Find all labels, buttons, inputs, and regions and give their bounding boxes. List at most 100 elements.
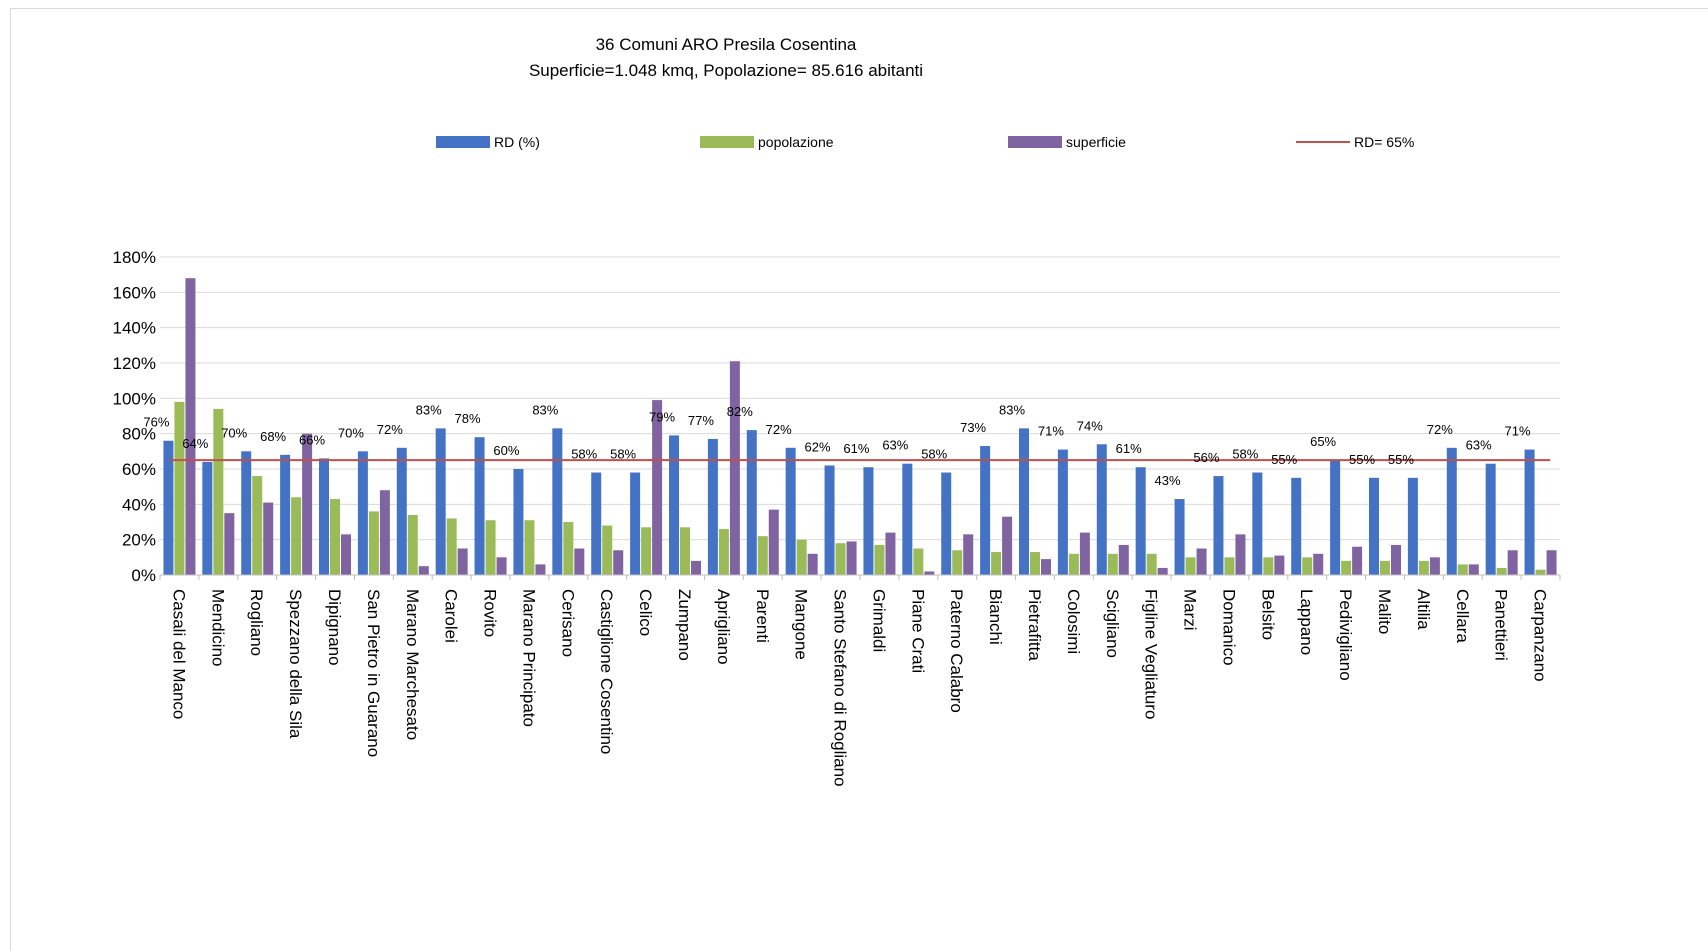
bar-popolazione-1 xyxy=(213,408,224,575)
x-category-label: Paterno Calabro xyxy=(947,589,966,713)
bar-superficie-35 xyxy=(1546,550,1557,575)
rd-data-label: 62% xyxy=(805,439,831,454)
rd-data-label: 78% xyxy=(455,411,481,426)
x-axis: Casali del Manco Mendicino Rogliano Spezzan… xyxy=(159,574,1561,787)
bar-popolazione-17 xyxy=(835,543,846,575)
bar-rd-32 xyxy=(1407,477,1418,575)
rd-data-label: 74% xyxy=(1077,418,1103,433)
x-category-label: Domanico xyxy=(1219,589,1238,666)
x-category-label: Carolei xyxy=(442,589,461,643)
rd-data-label: 76% xyxy=(143,415,169,430)
bar-popolazione-9 xyxy=(524,520,535,575)
bar-rd-30 xyxy=(1330,460,1341,575)
chart-frame xyxy=(10,8,1708,951)
y-tick-label: 0% xyxy=(131,566,156,585)
legend-superficie-swatch xyxy=(1008,136,1062,148)
bar-superficie-2 xyxy=(263,502,274,575)
rd-data-label: 58% xyxy=(1232,447,1258,462)
bar-popolazione-34 xyxy=(1496,567,1507,575)
bar-popolazione-19 xyxy=(913,548,924,575)
legend-rd-label: RD (%) xyxy=(494,134,540,150)
bar-rd-2 xyxy=(241,451,252,575)
bar-popolazione-13 xyxy=(680,527,690,575)
bar-rd-26 xyxy=(1174,499,1185,575)
bar-rd-10 xyxy=(552,428,563,575)
x-category-label: Grimaldi xyxy=(869,589,888,652)
x-category-label: Santo Stefano di Rogliano xyxy=(831,589,850,787)
y-tick-label: 100% xyxy=(113,389,156,408)
x-category-label: Zumpano xyxy=(675,589,694,661)
bar-popolazione-29 xyxy=(1302,557,1313,575)
bar-rd-29 xyxy=(1291,477,1302,575)
rd-data-label: 58% xyxy=(921,447,947,462)
legend-rd-swatch xyxy=(436,136,490,148)
legend-superficie-label: superficie xyxy=(1066,134,1126,150)
bar-superficie-19 xyxy=(924,571,935,575)
bar-superficie-21 xyxy=(1002,516,1013,575)
bar-popolazione-7 xyxy=(446,518,457,575)
bar-rd-0 xyxy=(163,440,174,575)
rd-data-label: 70% xyxy=(221,425,247,440)
rd-data-label: 63% xyxy=(882,438,908,453)
bar-popolazione-21 xyxy=(991,552,1002,575)
bar-rd-34 xyxy=(1485,463,1496,575)
bar-rd-24 xyxy=(1096,444,1107,575)
bar-rd-5 xyxy=(357,451,368,575)
bar-popolazione-30 xyxy=(1341,560,1352,575)
rd-data-label: 68% xyxy=(260,429,286,444)
chart-title: 36 Comuni ARO Presila Cosentina xyxy=(596,35,857,54)
rd-data-label: 58% xyxy=(610,447,636,462)
x-category-label: Parenti xyxy=(753,589,772,643)
bar-rd-22 xyxy=(1019,428,1029,575)
bar-popolazione-6 xyxy=(407,514,418,575)
bar-superficie-22 xyxy=(1041,559,1051,575)
bar-superficie-23 xyxy=(1079,532,1090,575)
rd-data-label: 73% xyxy=(960,420,986,435)
bars xyxy=(163,278,1557,575)
bar-popolazione-18 xyxy=(874,544,885,575)
y-tick-label: 180% xyxy=(113,248,156,267)
bar-rd-28 xyxy=(1252,472,1263,575)
rd-data-label: 65% xyxy=(1310,434,1336,449)
bar-popolazione-3 xyxy=(291,497,302,575)
x-category-label: Piane Crati xyxy=(908,589,927,673)
bar-superficie-1 xyxy=(224,513,235,575)
y-tick-label: 120% xyxy=(113,354,156,373)
bar-superficie-7 xyxy=(457,548,468,575)
x-category-label: Marano Principato xyxy=(519,589,538,727)
bar-superficie-30 xyxy=(1352,546,1363,575)
x-category-label: Marano Marchesato xyxy=(403,589,422,740)
x-category-label: Pietrafitta xyxy=(1025,589,1044,661)
bar-rd-35 xyxy=(1524,449,1535,575)
x-category-label: Pedivigliano xyxy=(1336,589,1355,681)
bar-popolazione-33 xyxy=(1457,564,1468,575)
y-tick-label: 40% xyxy=(122,495,156,514)
legend-popolazione-label: popolazione xyxy=(758,134,834,150)
bar-superficie-9 xyxy=(535,564,546,575)
x-category-label: Bianchi xyxy=(986,589,1005,645)
rd-data-label: 72% xyxy=(766,422,792,437)
x-category-label: Casali del Manco xyxy=(169,589,188,719)
bar-popolazione-27 xyxy=(1224,557,1235,575)
rd-data-label: 63% xyxy=(1466,438,1492,453)
bar-popolazione-28 xyxy=(1263,557,1274,575)
bar-rd-13 xyxy=(669,435,679,575)
bar-superficie-10 xyxy=(574,548,585,575)
rd-data-label: 83% xyxy=(999,402,1025,417)
bar-superficie-27 xyxy=(1235,534,1246,575)
rd-data-label: 72% xyxy=(1427,422,1453,437)
x-category-label: Lappano xyxy=(1297,589,1316,655)
bar-superficie-32 xyxy=(1429,557,1440,575)
x-category-label: Cerisano xyxy=(558,589,577,657)
bar-popolazione-23 xyxy=(1068,553,1079,575)
x-category-label: San Pietro in Guarano xyxy=(364,589,383,757)
x-category-label: Rogliano xyxy=(247,589,266,656)
bar-popolazione-5 xyxy=(368,511,379,575)
bar-popolazione-26 xyxy=(1185,557,1196,575)
rd-data-label: 55% xyxy=(1271,452,1297,467)
rd-data-label: 60% xyxy=(493,443,519,458)
bar-rd-21 xyxy=(980,446,991,575)
bar-rd-14 xyxy=(707,438,718,575)
bar-superficie-13 xyxy=(691,560,701,575)
rd-data-label: 79% xyxy=(649,409,675,424)
